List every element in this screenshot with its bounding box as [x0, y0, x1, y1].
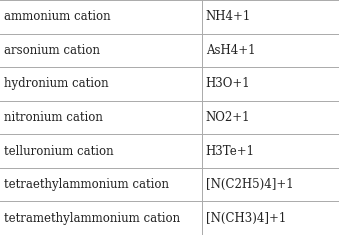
Text: H3Te+1: H3Te+1 — [206, 145, 255, 158]
Text: NO2+1: NO2+1 — [206, 111, 250, 124]
Text: nitronium cation: nitronium cation — [4, 111, 103, 124]
Text: telluronium cation: telluronium cation — [4, 145, 114, 158]
Text: [N(C2H5)4]+1: [N(C2H5)4]+1 — [206, 178, 293, 191]
Text: hydronium cation: hydronium cation — [4, 77, 109, 90]
Text: arsonium cation: arsonium cation — [4, 44, 100, 57]
Text: tetramethylammonium cation: tetramethylammonium cation — [4, 212, 180, 225]
Text: tetraethylammonium cation: tetraethylammonium cation — [4, 178, 169, 191]
Text: AsH4+1: AsH4+1 — [206, 44, 255, 57]
Text: [N(CH3)4]+1: [N(CH3)4]+1 — [206, 212, 286, 225]
Text: H3O+1: H3O+1 — [206, 77, 251, 90]
Text: ammonium cation: ammonium cation — [4, 10, 111, 23]
Text: NH4+1: NH4+1 — [206, 10, 251, 23]
